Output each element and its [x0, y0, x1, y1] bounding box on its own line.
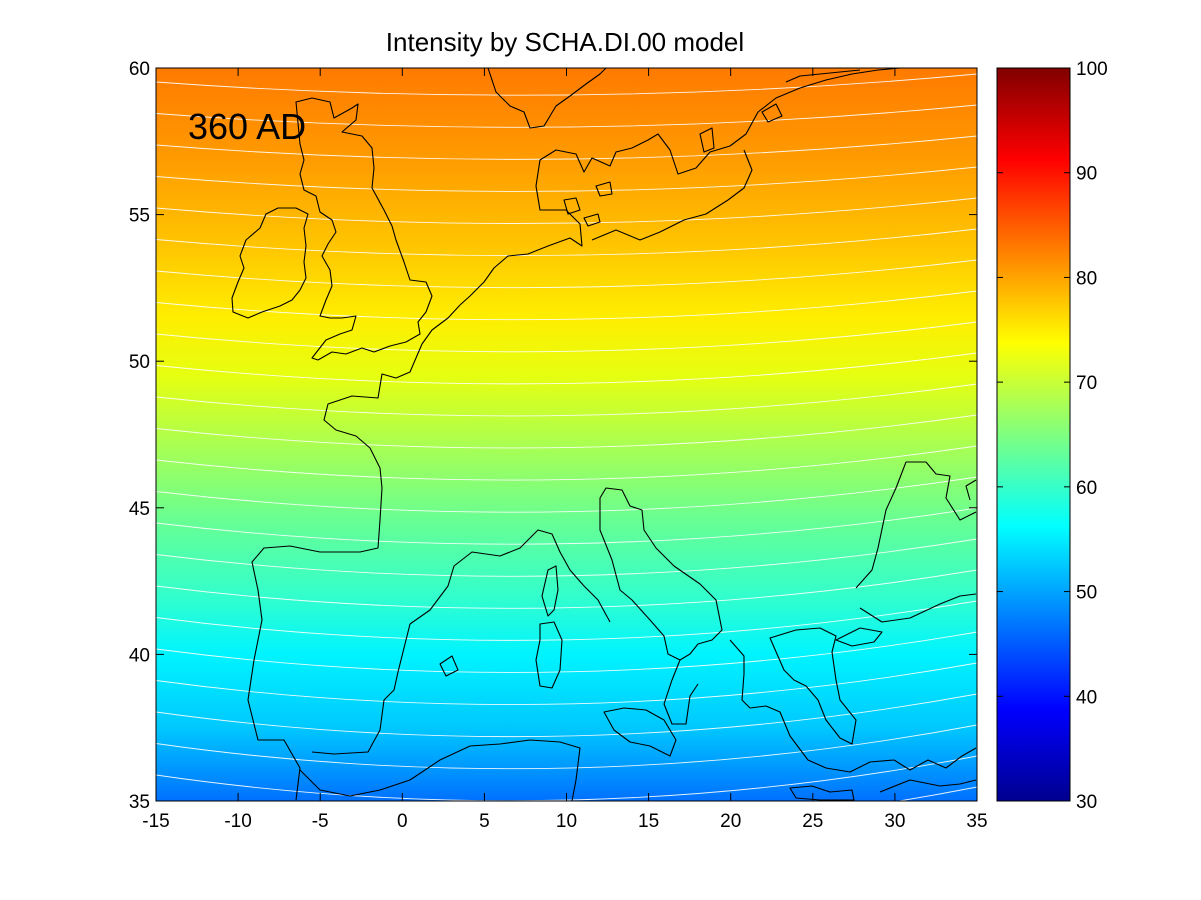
map-axes: 360 AD -15 -10 -5 0 5 10 15 20 25 30 35 60 55 50 45 40… — [129, 59, 988, 832]
contour-line — [156, 662, 977, 705]
coastline-great-britain — [295, 97, 433, 361]
chart-title: Intensity by SCHA.DI.00 model — [386, 27, 744, 57]
contour-line — [156, 166, 977, 192]
x-tick-label: 35 — [966, 811, 987, 832]
contour-line — [156, 290, 977, 321]
coastline-iberia-east — [311, 623, 411, 755]
coastline-north-sea — [459, 68, 901, 306]
coastline-ireland — [231, 207, 309, 319]
coastline-aegean-islands — [879, 779, 977, 793]
x-tick-label: -10 — [224, 811, 251, 832]
coastline-corsica — [541, 565, 559, 617]
colorbar-tick-label: 100 — [1076, 59, 1108, 80]
colorbar-tick-label: 80 — [1076, 268, 1097, 289]
contour-line — [156, 631, 977, 673]
colorbar-tick-label: 70 — [1076, 373, 1097, 394]
contour-line — [156, 445, 977, 481]
x-tick-label: 30 — [884, 811, 905, 832]
contour-line — [156, 383, 977, 417]
x-tick-label: 20 — [720, 811, 741, 832]
epoch-label: 360 AD — [188, 106, 306, 147]
x-tick-label: -5 — [312, 811, 329, 832]
colorbar-tick-label: 90 — [1076, 164, 1097, 185]
x-tick-label: 0 — [397, 811, 408, 832]
contour-line — [156, 321, 977, 353]
contour-line — [156, 73, 977, 96]
coastline-western-europe — [247, 304, 461, 801]
contour-line — [156, 569, 977, 609]
x-tick-label: 10 — [556, 811, 577, 832]
coastline-scandinavia-west — [487, 68, 607, 129]
y-tick-label: 45 — [129, 499, 150, 520]
contour-line — [156, 507, 977, 545]
contour-line — [156, 197, 977, 224]
y-tick-label: 60 — [129, 59, 150, 80]
coastline-balearic — [439, 655, 459, 677]
y-axis: 60 55 50 45 40 35 — [129, 59, 977, 813]
coastline-baltic — [591, 149, 753, 241]
coastline-jutland-islands — [563, 181, 613, 227]
coastline-gotland — [699, 127, 715, 153]
coastline-sardinia — [535, 621, 563, 689]
contour-line — [156, 414, 977, 449]
y-tick-label: 50 — [129, 352, 150, 373]
coastline-balkans — [729, 639, 977, 773]
x-tick-label: 15 — [638, 811, 659, 832]
coastline-turkey-west — [855, 461, 977, 623]
contour-line — [156, 600, 977, 641]
colorbar: 100 90 80 70 60 50 40 30 — [996, 59, 1108, 813]
y-tick-label: 35 — [129, 792, 150, 813]
y-tick-label: 55 — [129, 206, 150, 227]
contour-line — [156, 538, 977, 577]
coastline-italy — [599, 487, 723, 661]
contour-line — [156, 135, 977, 160]
colorbar-ticks: 100 90 80 70 60 50 40 30 — [997, 59, 1108, 813]
coastline-italy-toe — [663, 659, 699, 725]
contour-line — [156, 693, 977, 738]
coastline-baltic-east — [761, 69, 861, 123]
contour-line — [156, 228, 977, 257]
x-tick-label: 5 — [479, 811, 490, 832]
y-tick-label: 40 — [129, 645, 150, 666]
contour-line — [156, 724, 977, 770]
x-tick-label: 25 — [802, 811, 823, 832]
x-tick-label: -15 — [142, 811, 169, 832]
colorbar-tick-label: 30 — [1076, 792, 1097, 813]
colorbar-scale — [996, 67, 1071, 802]
x-axis: -15 -10 -5 0 5 10 15 20 25 30 35 — [142, 68, 988, 832]
coastline-crete — [789, 785, 855, 801]
contour-line — [156, 476, 977, 513]
colorbar-tick-label: 40 — [1076, 687, 1097, 708]
coastline-black-sea — [906, 461, 977, 521]
contour-line — [156, 259, 977, 289]
coastline-mediterranean-north — [409, 529, 611, 625]
intensity-field — [156, 68, 977, 801]
contour-lines — [156, 73, 977, 801]
coastlines — [231, 68, 977, 801]
colorbar-tick-label: 50 — [1076, 583, 1097, 604]
coastline-sicily — [603, 707, 677, 757]
coastline-north-africa — [299, 739, 581, 801]
coastline-aegean — [835, 627, 883, 647]
contour-line — [156, 104, 977, 128]
coastline-greece — [769, 627, 857, 745]
colorbar-tick-label: 60 — [1076, 478, 1097, 499]
contour-line — [156, 352, 977, 385]
